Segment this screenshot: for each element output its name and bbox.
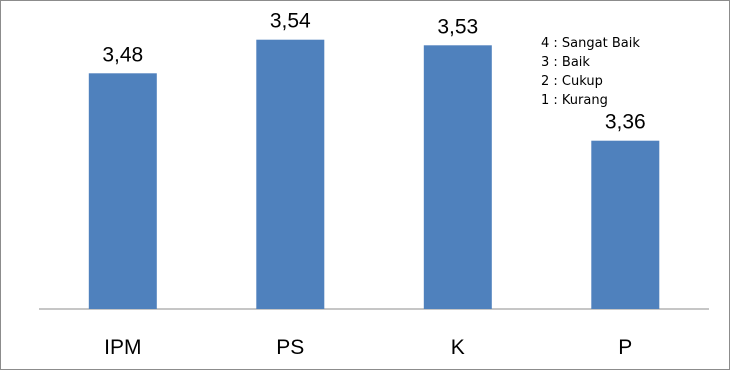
bars-group <box>88 39 660 310</box>
category-label-p: P <box>618 336 632 359</box>
data-label-ipm: 3,48 <box>102 43 143 66</box>
category-labels-group: IPM PS K P <box>104 336 632 359</box>
data-label-ps: 3,54 <box>270 10 311 33</box>
data-label-p: 3,36 <box>605 111 646 134</box>
scale-annotation-line: 3 : Baik <box>541 55 590 70</box>
scale-annotation-line: 2 : Cukup <box>541 74 603 89</box>
category-label-ps: PS <box>276 336 304 359</box>
scale-annotation: 4 : Sangat Baik 3 : Baik 2 : Cukup 1 : Kura… <box>541 36 640 108</box>
data-labels-group: 3,48 3,54 3,53 3,36 <box>102 10 645 134</box>
data-label-k: 3,53 <box>437 15 478 38</box>
scale-annotation-line: 1 : Kurang <box>541 93 608 108</box>
bar-p <box>591 140 660 309</box>
bar-ps <box>256 39 325 309</box>
scale-annotation-line: 4 : Sangat Baik <box>541 36 640 51</box>
bar-ipm <box>88 73 157 309</box>
bar-k <box>423 45 492 310</box>
category-label-ipm: IPM <box>104 336 141 359</box>
category-label-k: K <box>451 336 465 359</box>
